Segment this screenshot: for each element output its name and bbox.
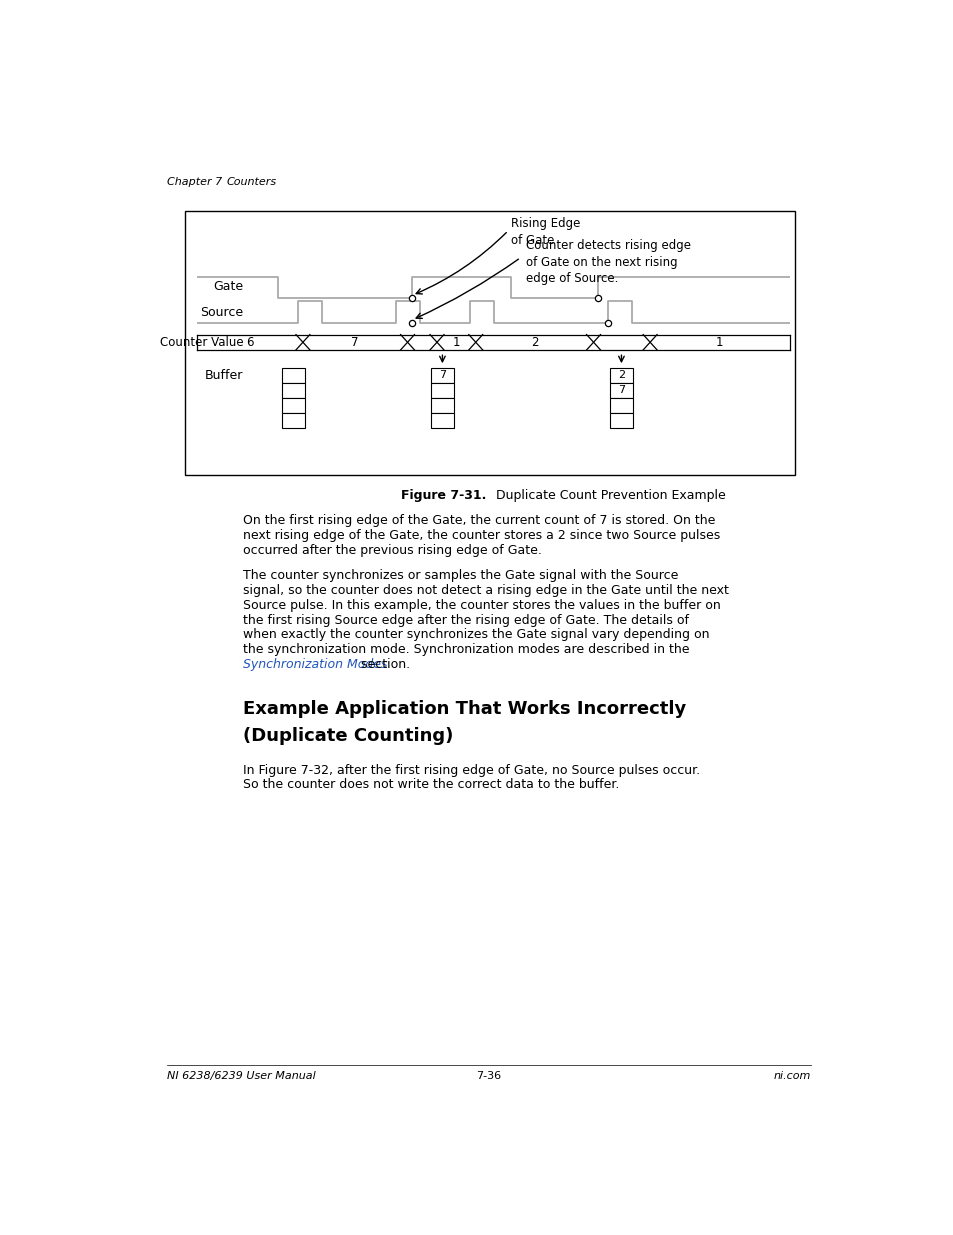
Text: Example Application That Works Incorrectly: Example Application That Works Incorrect… xyxy=(243,700,686,719)
Text: On the first rising edge of the Gate, the current count of 7 is stored. On the: On the first rising edge of the Gate, th… xyxy=(243,514,715,527)
Bar xyxy=(282,383,305,398)
Text: Source: Source xyxy=(200,306,243,319)
Bar xyxy=(431,383,454,398)
Text: Synchronization Modes: Synchronization Modes xyxy=(243,658,387,671)
Text: 6: 6 xyxy=(246,336,253,348)
Text: 7: 7 xyxy=(438,370,445,380)
Text: 7: 7 xyxy=(618,385,624,395)
Bar xyxy=(609,368,633,383)
Text: 2: 2 xyxy=(618,370,624,380)
Text: occurred after the previous rising edge of Gate.: occurred after the previous rising edge … xyxy=(243,543,541,557)
Text: signal, so the counter does not detect a rising edge in the Gate until the next: signal, so the counter does not detect a… xyxy=(243,584,728,597)
Text: 2: 2 xyxy=(530,336,537,348)
Text: Chapter 7: Chapter 7 xyxy=(167,177,222,186)
Bar xyxy=(431,368,454,383)
Bar xyxy=(609,412,633,427)
Text: 7: 7 xyxy=(351,336,358,348)
Text: the synchronization mode. Synchronization modes are described in the: the synchronization mode. Synchronizatio… xyxy=(243,643,689,656)
Bar xyxy=(609,398,633,412)
Text: the first rising Source edge after the rising edge of Gate. The details of: the first rising Source edge after the r… xyxy=(243,614,688,626)
Text: Duplicate Count Prevention Example: Duplicate Count Prevention Example xyxy=(487,489,724,503)
Bar xyxy=(431,412,454,427)
Text: Source pulse. In this example, the counter stores the values in the buffer on: Source pulse. In this example, the count… xyxy=(243,599,720,611)
Text: ni.com: ni.com xyxy=(772,1071,810,1081)
Text: Gate: Gate xyxy=(213,280,243,293)
Text: Rising Edge
of Gate: Rising Edge of Gate xyxy=(510,217,579,247)
Text: In Figure 7-32, after the first rising edge of Gate, no Source pulses occur.: In Figure 7-32, after the first rising e… xyxy=(243,763,700,777)
FancyBboxPatch shape xyxy=(185,211,794,475)
Text: when exactly the counter synchronizes the Gate signal vary depending on: when exactly the counter synchronizes th… xyxy=(243,629,709,641)
Text: 1: 1 xyxy=(716,336,723,348)
Bar xyxy=(609,383,633,398)
Text: 1: 1 xyxy=(452,336,459,348)
Text: So the counter does not write the correct data to the buffer.: So the counter does not write the correc… xyxy=(243,778,619,792)
Bar xyxy=(282,412,305,427)
Text: 7-36: 7-36 xyxy=(476,1071,501,1081)
Text: NI 6238/6239 User Manual: NI 6238/6239 User Manual xyxy=(167,1071,315,1081)
Text: section.: section. xyxy=(356,658,410,671)
Text: The counter synchronizes or samples the Gate signal with the Source: The counter synchronizes or samples the … xyxy=(243,569,678,582)
Text: Counters: Counters xyxy=(226,177,276,186)
Text: Counter detects rising edge
of Gate on the next rising
edge of Source.: Counter detects rising edge of Gate on t… xyxy=(525,240,690,285)
Bar xyxy=(282,398,305,412)
Bar xyxy=(282,368,305,383)
Text: Counter Value: Counter Value xyxy=(159,336,243,348)
Text: (Duplicate Counting): (Duplicate Counting) xyxy=(243,726,453,745)
Text: Figure 7-31.: Figure 7-31. xyxy=(400,489,486,503)
Text: Buffer: Buffer xyxy=(205,369,243,382)
Text: next rising edge of the Gate, the counter stores a 2 since two Source pulses: next rising edge of the Gate, the counte… xyxy=(243,529,720,542)
Bar xyxy=(431,398,454,412)
